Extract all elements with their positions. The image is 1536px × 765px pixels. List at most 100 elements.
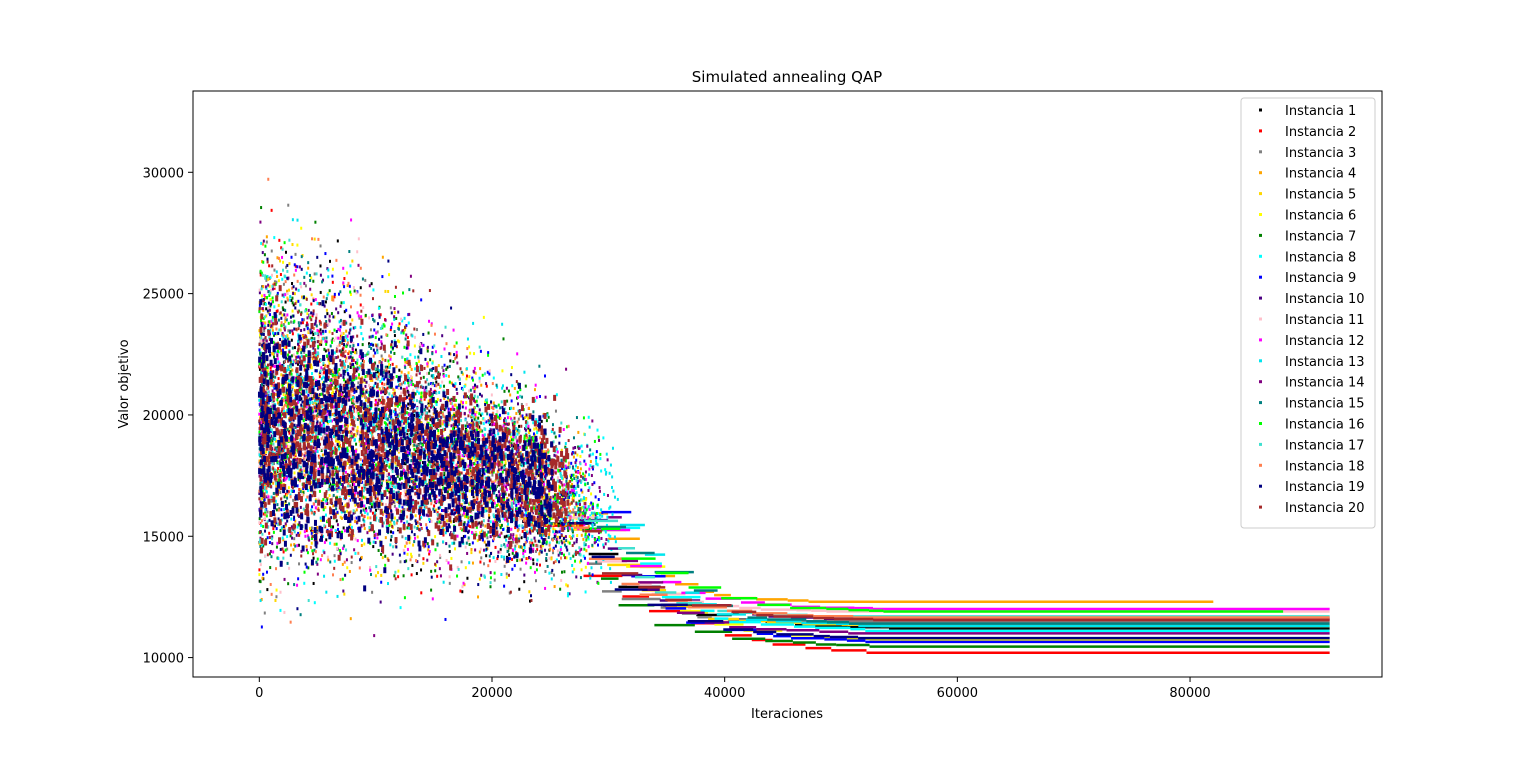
data-point: [597, 544, 599, 547]
data-point: [276, 508, 278, 511]
data-point: [304, 535, 306, 538]
data-point: [381, 275, 383, 278]
data-point: [516, 535, 518, 538]
data-point: [593, 481, 595, 484]
data-point: [452, 360, 454, 363]
data-point: [515, 504, 517, 507]
data-point: [503, 585, 505, 588]
data-point: [423, 376, 425, 379]
data-point: [363, 543, 365, 546]
data-point: [465, 407, 467, 410]
data-point: [356, 291, 358, 294]
data-point: [508, 553, 510, 556]
data-point: [481, 412, 483, 415]
data-point: [342, 563, 344, 566]
data-point: [325, 330, 327, 333]
data-point: [427, 346, 429, 349]
data-point: [367, 516, 369, 519]
data-point: [273, 356, 275, 359]
data-point: [348, 499, 350, 502]
data-point: [466, 421, 468, 424]
data-point: [366, 381, 368, 384]
data-point: [516, 433, 518, 436]
data-point: [303, 328, 305, 331]
data-point: [410, 553, 412, 556]
data-point: [409, 353, 411, 356]
data-point: [319, 448, 321, 451]
data-point: [313, 557, 315, 560]
data-point: [281, 278, 283, 281]
data-point: [281, 514, 283, 517]
data-point: [288, 486, 290, 489]
data-point: [509, 393, 511, 396]
data-point: [371, 505, 373, 508]
data-point: [306, 545, 308, 548]
data-point: [402, 465, 404, 468]
data-point: [340, 301, 342, 304]
data-point: [343, 332, 345, 335]
data-point: [502, 337, 504, 340]
data-point: [361, 487, 363, 490]
data-point: [416, 485, 418, 488]
data-point: [351, 526, 353, 529]
data-point: [267, 278, 269, 281]
data-point: [336, 345, 338, 348]
data-point: [269, 298, 271, 301]
data-point: [380, 581, 382, 584]
data-point: [346, 271, 348, 274]
data-point: [380, 574, 382, 577]
data-point: [408, 384, 410, 387]
data-point: [536, 563, 538, 566]
data-point: [480, 574, 482, 577]
data-point: [266, 588, 268, 591]
data-point: [558, 434, 560, 437]
data-point: [510, 436, 512, 439]
data-point: [320, 291, 322, 294]
data-point: [395, 411, 397, 414]
data-point: [278, 304, 280, 307]
data-point: [335, 337, 337, 340]
data-point: [528, 407, 530, 410]
data-point: [393, 574, 395, 577]
data-point: [394, 334, 396, 337]
data-point: [575, 575, 577, 578]
data-point: [408, 452, 410, 455]
data-point: [600, 470, 602, 473]
data-point: [334, 351, 336, 354]
data-point: [259, 291, 261, 294]
data-point: [263, 329, 265, 332]
data-point: [416, 572, 418, 575]
data-point: [427, 350, 429, 353]
data-point: [360, 315, 362, 318]
data-point: [576, 534, 578, 537]
data-point: [379, 388, 381, 391]
data-point: [401, 535, 403, 538]
data-point: [449, 550, 451, 553]
data-point: [315, 298, 317, 301]
data-point: [377, 346, 379, 349]
data-point: [422, 557, 424, 560]
data-point: [267, 536, 269, 539]
data-point: [259, 517, 261, 520]
data-point: [517, 402, 519, 405]
data-point: [504, 565, 506, 568]
data-point: [290, 544, 292, 547]
data-point: [418, 554, 420, 557]
data-point: [397, 311, 399, 314]
data-point: [573, 568, 575, 571]
data-point: [441, 366, 443, 369]
data-point: [449, 582, 451, 585]
data-point: [556, 541, 558, 544]
data-point: [412, 389, 414, 392]
data-point: [511, 384, 513, 387]
data-point: [466, 577, 468, 580]
data-point: [581, 568, 583, 571]
data-point: [390, 326, 392, 329]
data-point: [553, 454, 555, 457]
data-point: [576, 540, 578, 543]
data-point: [401, 371, 403, 374]
data-point: [549, 548, 551, 551]
data-point: [509, 503, 511, 506]
data-point: [271, 209, 273, 212]
data-point: [259, 339, 261, 342]
